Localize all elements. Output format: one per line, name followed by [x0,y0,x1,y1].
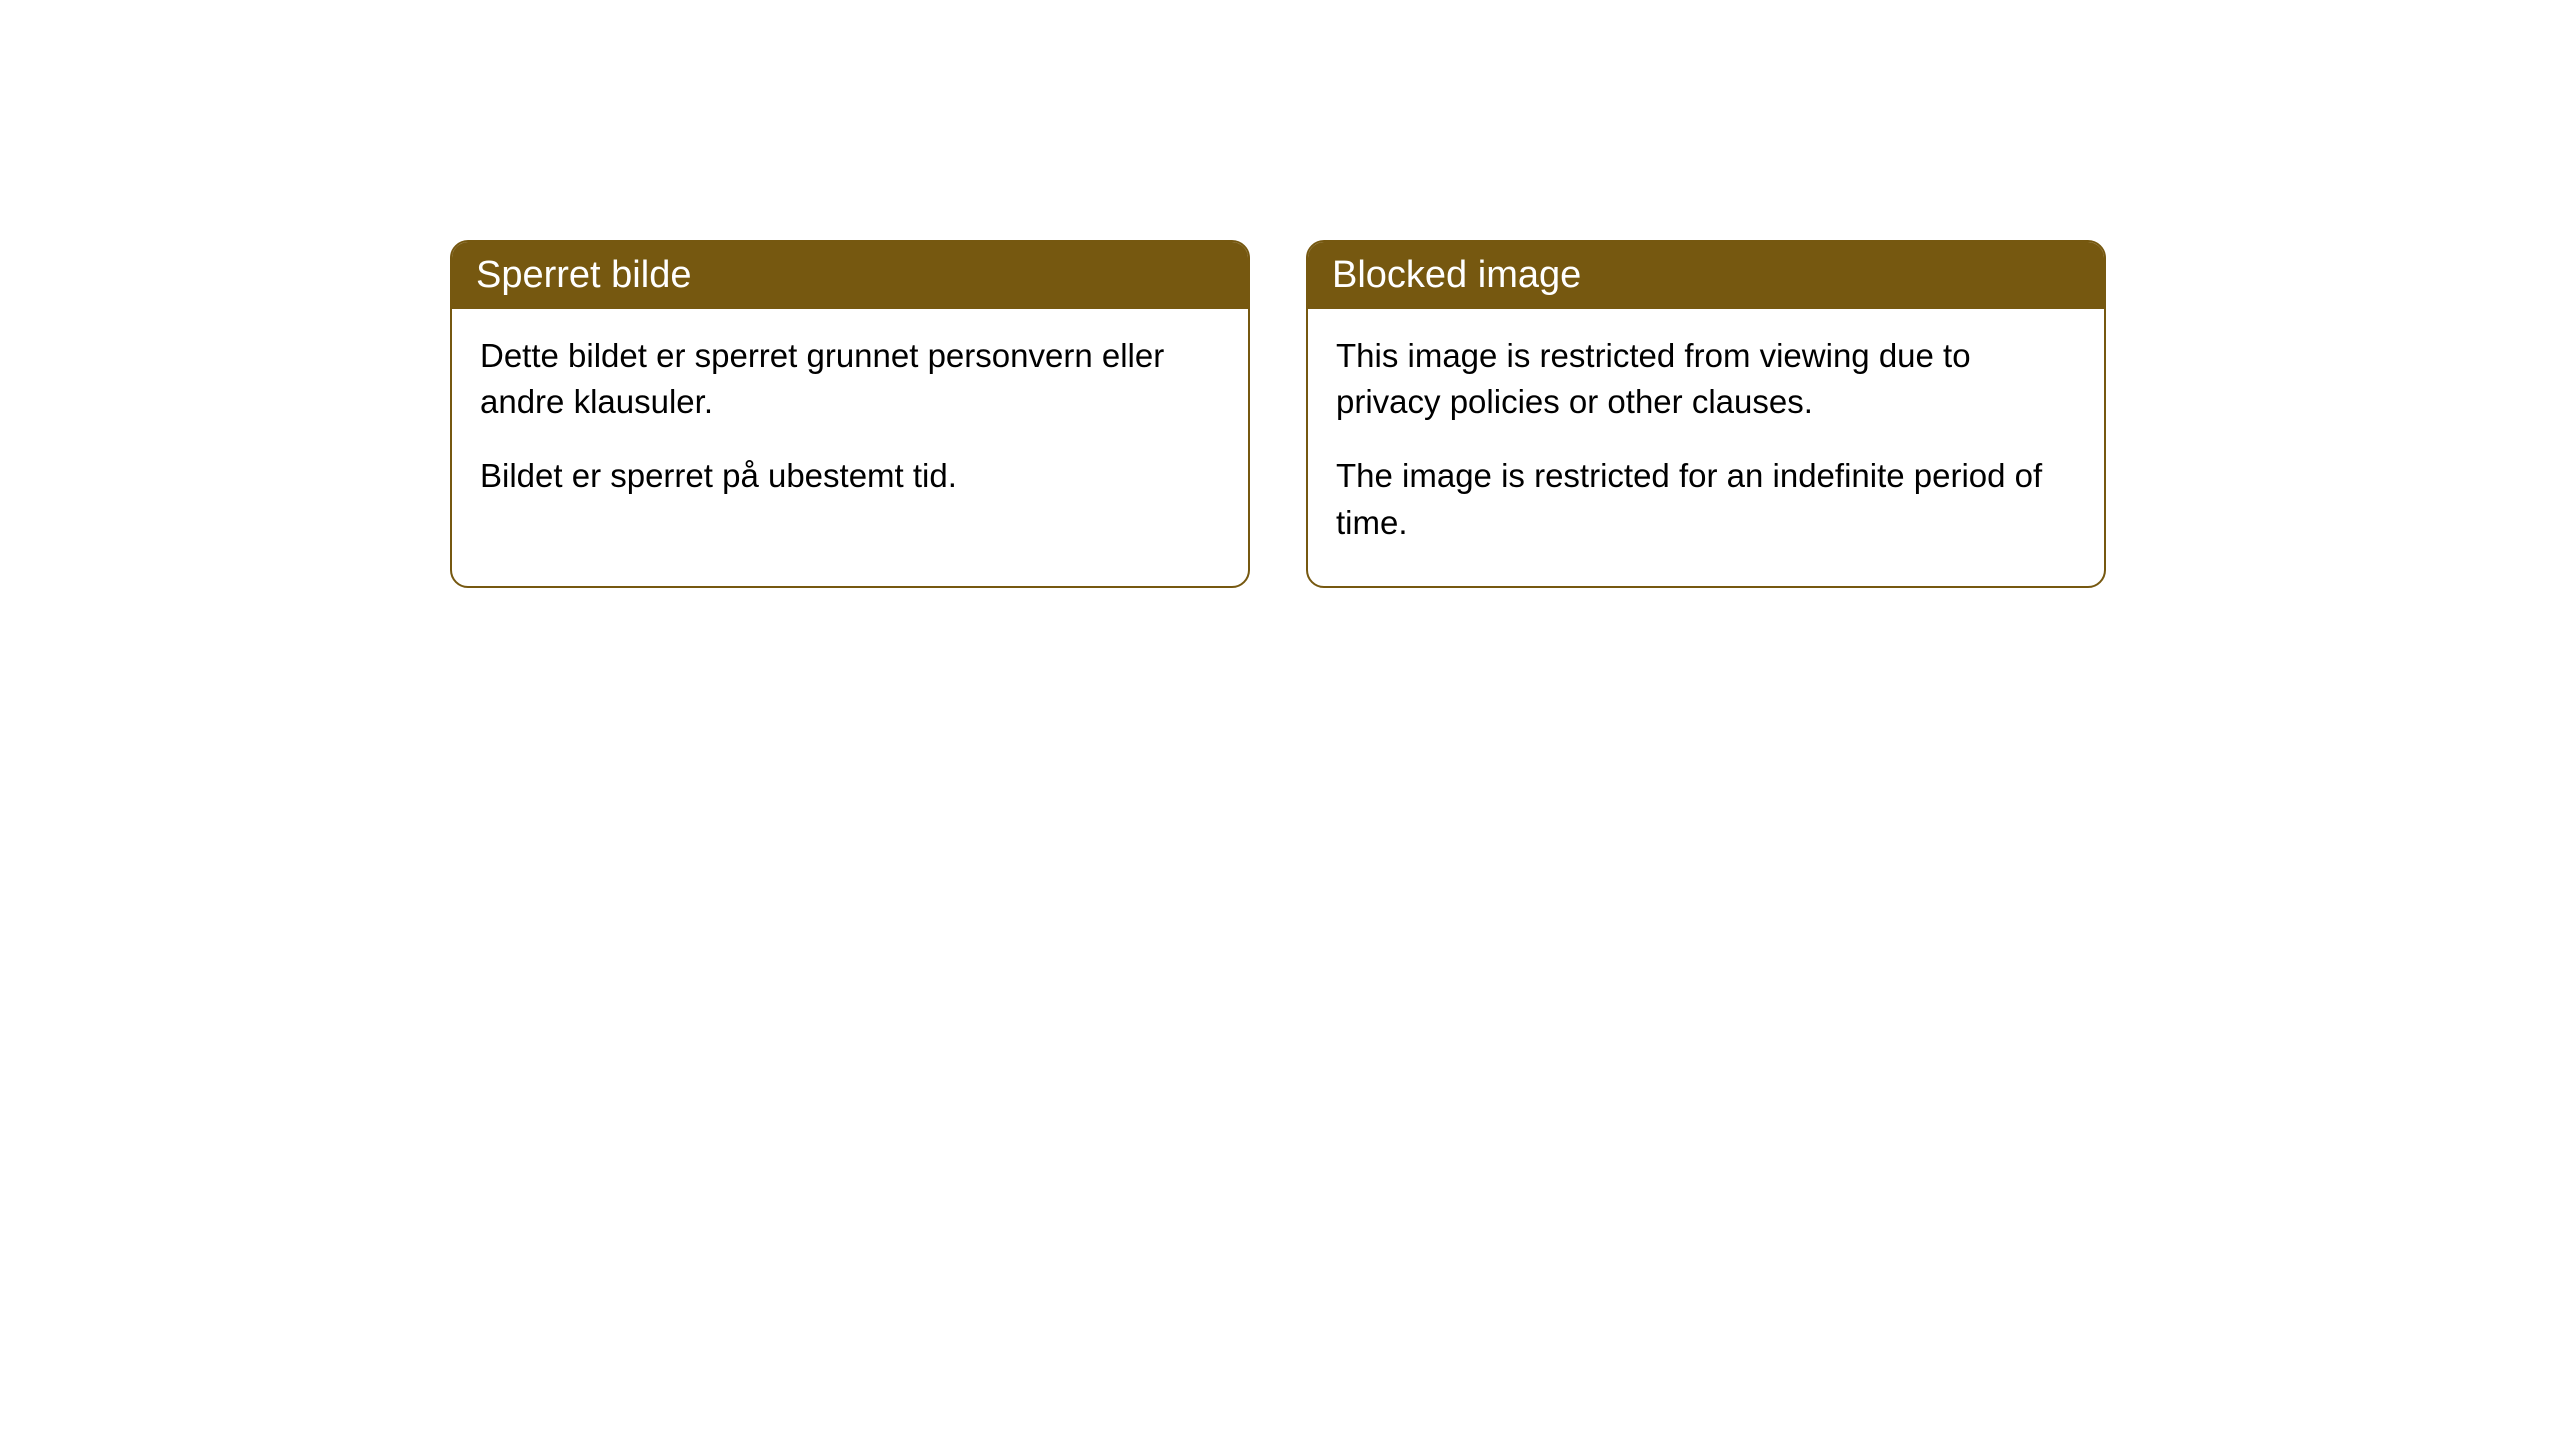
card-header-en: Blocked image [1308,242,2104,309]
card-para2-en: The image is restricted for an indefinit… [1336,453,2076,545]
blocked-image-card-no: Sperret bilde Dette bildet er sperret gr… [450,240,1250,588]
blocked-image-card-en: Blocked image This image is restricted f… [1306,240,2106,588]
card-header-no: Sperret bilde [452,242,1248,309]
card-para1-en: This image is restricted from viewing du… [1336,333,2076,425]
card-para2-no: Bildet er sperret på ubestemt tid. [480,453,1220,499]
card-para1-no: Dette bildet er sperret grunnet personve… [480,333,1220,425]
card-body-en: This image is restricted from viewing du… [1308,309,2104,586]
cards-container: Sperret bilde Dette bildet er sperret gr… [450,240,2106,588]
card-body-no: Dette bildet er sperret grunnet personve… [452,309,1248,540]
